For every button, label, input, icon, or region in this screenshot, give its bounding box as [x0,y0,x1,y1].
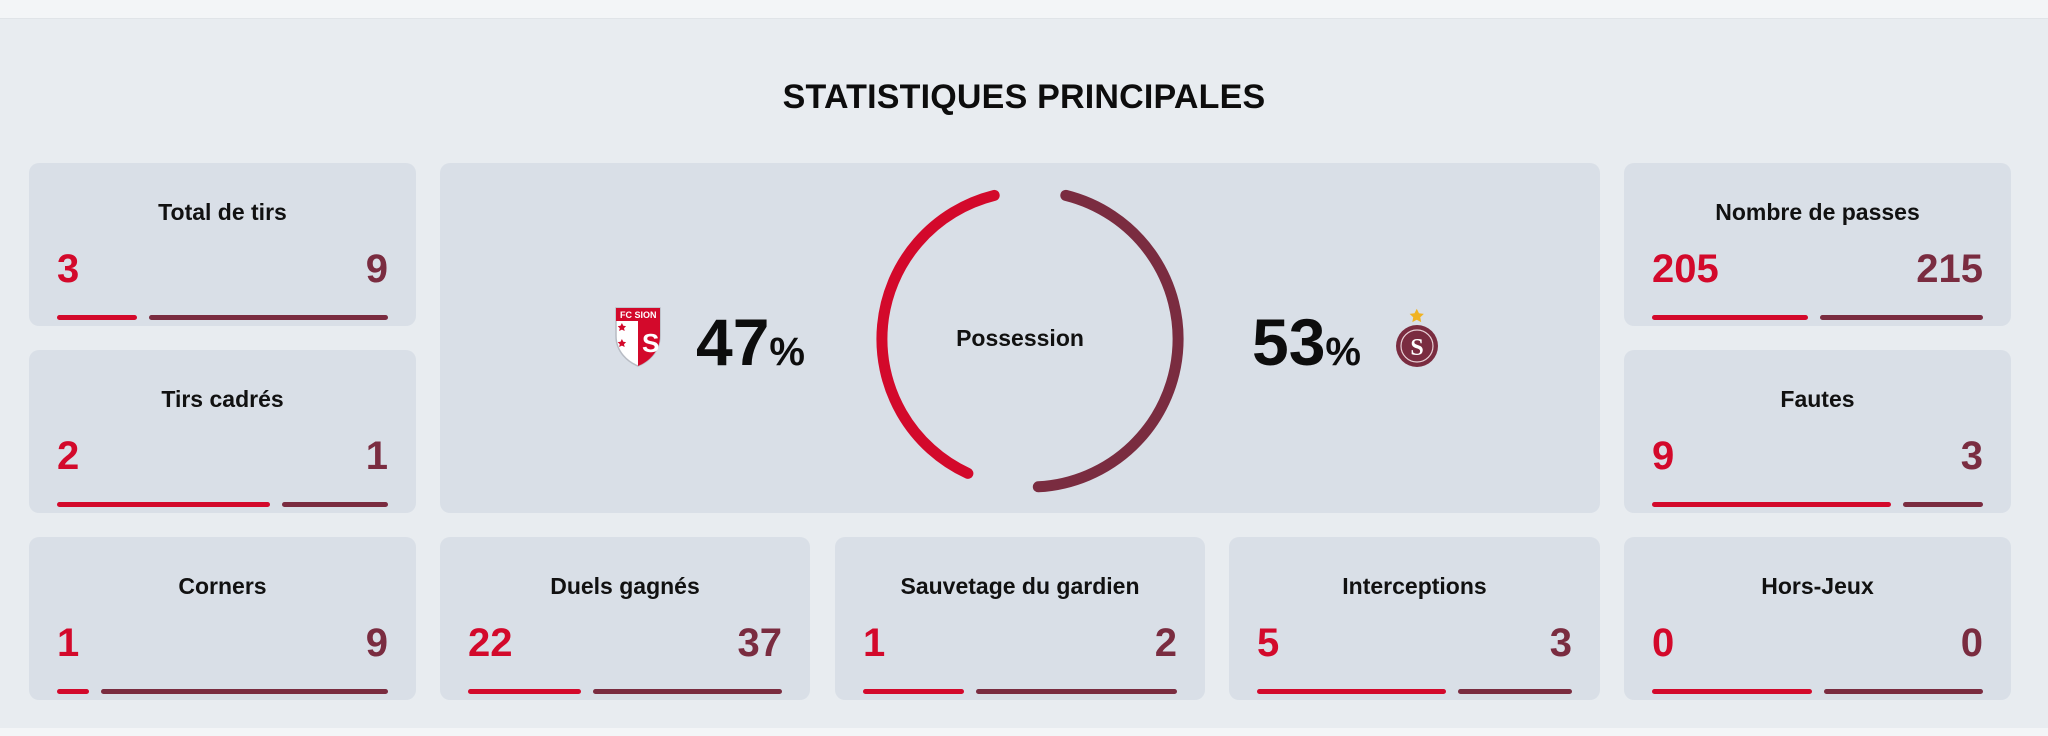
stat-away-value: 9 [365,621,388,665]
away-possession-unit: % [1325,330,1361,374]
stat-home-value: 205 [1652,247,1719,291]
stat-home-value: 3 [57,247,80,291]
away-bar [1903,502,1983,507]
stat-away-value: 3 [1549,621,1572,665]
home-possession-arc [876,189,1000,479]
home-bar [468,689,581,694]
fc-sion-logo-letter: S [642,328,659,358]
stat-card-corners: Corners 1 9 [29,537,416,700]
servette-crest-letter: S [1410,335,1423,361]
stat-home-value: 2 [57,434,80,478]
stat-label: Total de tirs [158,199,287,225]
away-bar [1823,689,1983,694]
possession-label: Possession [956,325,1084,351]
stat-home-value: 0 [1652,621,1675,665]
away-bar [100,689,388,694]
away-bar [1819,315,1983,320]
stat-comparison-bar [1257,689,1572,694]
stat-card-offsides: Hors-Jeux 0 0 [1624,537,2011,700]
stat-away-value: 3 [1960,434,1983,478]
away-possession-number: 53 [1252,305,1326,379]
home-bar [1257,689,1447,694]
stat-comparison-bar [863,689,1177,694]
stat-comparison-bar [57,315,388,320]
stat-card-duels: Duels gagnés 22 37 [440,537,810,700]
home-possession-value: 47% [696,309,805,375]
away-possession-arc [1032,189,1184,493]
home-bar [57,315,137,320]
servette-crest-icon: S [1396,308,1438,367]
stat-away-value: 37 [737,621,783,665]
stat-label: Corners [178,573,267,599]
home-bar [1652,502,1892,507]
bottom-strip [0,728,2048,736]
section-title: STATISTIQUES PRINCIPALES [782,78,1266,116]
stat-label: Fautes [1780,386,1855,412]
home-possession-number: 47 [696,305,770,379]
stat-comparison-bar [1652,315,1983,320]
possession-ring-chart [876,189,1184,493]
stat-home-value: 1 [863,621,886,665]
stat-card-saves: Sauvetage du gardien 1 2 [835,537,1205,700]
away-bar [592,689,782,694]
fc-sion-logo-text: FC SION [620,310,657,320]
stat-card-shots: Total de tirs 3 9 [29,163,416,326]
stat-label: Duels gagnés [550,573,700,599]
stat-away-value: 2 [1154,621,1177,665]
stat-card-shots-on-target: Tirs cadrés 2 1 [29,350,416,513]
stat-home-value: 5 [1257,621,1280,665]
home-bar [57,689,89,694]
stat-card-interceptions: Interceptions 5 3 [1229,537,1600,700]
stat-comparison-bar [1652,502,1983,507]
stat-home-value: 22 [468,621,513,665]
away-bar [975,689,1177,694]
possession-card: FC SION S 47% Possession 53% S [440,163,1600,513]
home-bar [1652,315,1808,320]
away-bar [281,502,388,507]
stat-away-value: 215 [1916,247,1983,291]
stat-home-value: 9 [1652,434,1675,478]
home-possession-unit: % [769,330,805,374]
away-bar [1458,689,1572,694]
home-bar [863,689,964,694]
stat-label: Nombre de passes [1715,199,1920,225]
stat-label: Tirs cadrés [161,386,284,412]
stat-label: Hors-Jeux [1761,573,1874,599]
stat-comparison-bar [57,689,388,694]
home-bar [1652,689,1812,694]
stat-label: Interceptions [1342,573,1487,599]
stat-card-fouls: Fautes 9 3 [1624,350,2011,513]
stat-away-value: 9 [365,247,388,291]
fc-sion-shield-icon: FC SION S [615,307,661,367]
stat-comparison-bar [57,502,388,507]
away-bar [148,315,388,320]
stat-label: Sauvetage du gardien [900,573,1140,599]
away-possession-value: 53% [1252,309,1361,375]
stat-comparison-bar [468,689,782,694]
top-strip [0,0,2048,19]
stat-away-value: 1 [365,434,388,478]
stat-home-value: 1 [57,621,80,665]
stat-comparison-bar [1652,689,1983,694]
stat-card-passes: Nombre de passes 205 215 [1624,163,2011,326]
stat-away-value: 0 [1960,621,1983,665]
home-bar [57,502,270,507]
